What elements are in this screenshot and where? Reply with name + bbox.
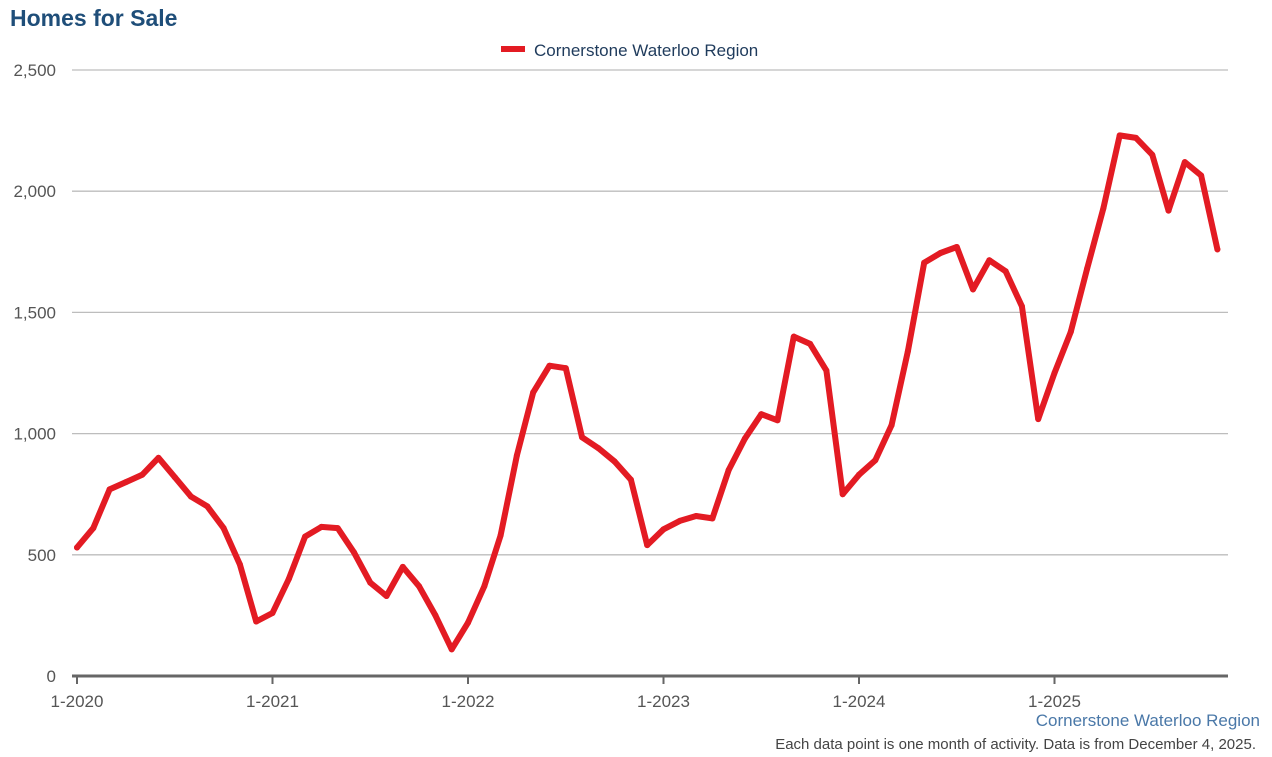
- data-point: [204, 503, 211, 510]
- data-point: [1100, 205, 1107, 212]
- data-point: [253, 618, 260, 625]
- data-point: [1018, 303, 1025, 310]
- data-point: [839, 491, 846, 498]
- data-point: [367, 579, 374, 586]
- data-point: [513, 452, 520, 459]
- data-point: [220, 525, 227, 532]
- data-point: [318, 523, 325, 530]
- x-tick-label: 1-2024: [833, 692, 886, 711]
- data-point: [236, 561, 243, 568]
- data-point: [1051, 370, 1058, 376]
- x-axis: 1-2020 1-2021 1-2022 1-2023 1-2024 1-2025: [51, 674, 1228, 711]
- data-point: [546, 362, 553, 369]
- legend-label: Cornerstone Waterloo Region: [534, 41, 758, 60]
- data-point: [937, 250, 944, 257]
- data-point: [856, 471, 862, 478]
- data-point: [1149, 151, 1156, 158]
- data-point: [497, 532, 504, 539]
- data-point: [904, 348, 911, 355]
- data-point: [986, 257, 993, 264]
- data-point: [1214, 246, 1221, 253]
- data-point: [188, 493, 195, 500]
- data-point: [953, 243, 960, 250]
- data-point: [122, 479, 129, 486]
- data-point: [790, 333, 797, 340]
- x-tick-label: 1-2020: [51, 692, 104, 711]
- data-point: [627, 476, 634, 483]
- data-point: [1067, 328, 1074, 335]
- data-point: [1035, 416, 1042, 423]
- data-point: [1084, 265, 1091, 272]
- data-point: [1181, 159, 1188, 166]
- series-lines: [74, 132, 1221, 653]
- data-point: [660, 526, 667, 533]
- x-tick-label: 1-2025: [1028, 692, 1081, 711]
- x-tick-label: 1-2021: [246, 692, 299, 711]
- data-point: [269, 609, 276, 616]
- data-point: [741, 435, 748, 442]
- data-point: [383, 593, 390, 600]
- y-tick-label: 0: [47, 667, 56, 686]
- data-point: [807, 340, 814, 347]
- data-point: [693, 513, 700, 520]
- data-point: [350, 549, 357, 556]
- y-tick-label: 2,500: [13, 61, 56, 80]
- data-point: [579, 434, 586, 441]
- data-point: [970, 286, 977, 293]
- y-gridlines: [72, 69, 1228, 556]
- x-tick-label: 1-2022: [442, 692, 495, 711]
- series-line: [74, 132, 1221, 653]
- data-point: [921, 259, 928, 266]
- data-point: [758, 411, 765, 418]
- data-point: [1165, 207, 1172, 214]
- data-point: [399, 563, 406, 570]
- legend[interactable]: Cornerstone Waterloo Region: [501, 41, 758, 60]
- data-point: [676, 517, 683, 524]
- y-tick-label: 1,500: [13, 303, 56, 322]
- data-point: [1002, 268, 1009, 275]
- data-point: [465, 619, 471, 626]
- data-point: [106, 486, 113, 493]
- data-point: [302, 533, 309, 540]
- data-point: [1132, 134, 1139, 141]
- y-tick-label: 2,000: [13, 182, 56, 201]
- y-tick-label: 500: [28, 546, 56, 565]
- data-point: [1116, 132, 1123, 139]
- chart-title: Homes for Sale: [10, 5, 178, 31]
- source-label: Cornerstone Waterloo Region: [1035, 711, 1260, 730]
- data-point: [139, 471, 146, 478]
- data-point: [725, 466, 732, 473]
- data-point: [74, 544, 80, 551]
- y-tick-labels: 0 500 1,000 1,500 2,000 2,500: [13, 61, 56, 686]
- data-point: [530, 389, 537, 396]
- data-point: [155, 454, 162, 461]
- data-point: [611, 458, 618, 465]
- data-point: [481, 583, 488, 590]
- data-point: [1198, 172, 1205, 179]
- data-point: [709, 515, 716, 522]
- footnote: Each data point is one month of activity…: [775, 736, 1256, 753]
- data-point: [562, 365, 569, 372]
- data-point: [432, 612, 439, 619]
- data-point: [888, 422, 895, 429]
- data-point: [285, 576, 292, 583]
- data-point: [334, 525, 341, 532]
- data-point: [823, 367, 830, 374]
- y-tick-label: 1,000: [13, 425, 56, 444]
- data-point: [448, 646, 455, 653]
- data-point: [595, 445, 602, 452]
- data-point: [872, 457, 879, 464]
- data-point: [90, 525, 97, 532]
- x-tick-label: 1-2023: [637, 692, 690, 711]
- data-point: [416, 583, 423, 590]
- legend-swatch: [501, 46, 525, 52]
- data-point: [644, 542, 651, 549]
- data-point: [171, 474, 178, 481]
- data-point: [774, 417, 781, 424]
